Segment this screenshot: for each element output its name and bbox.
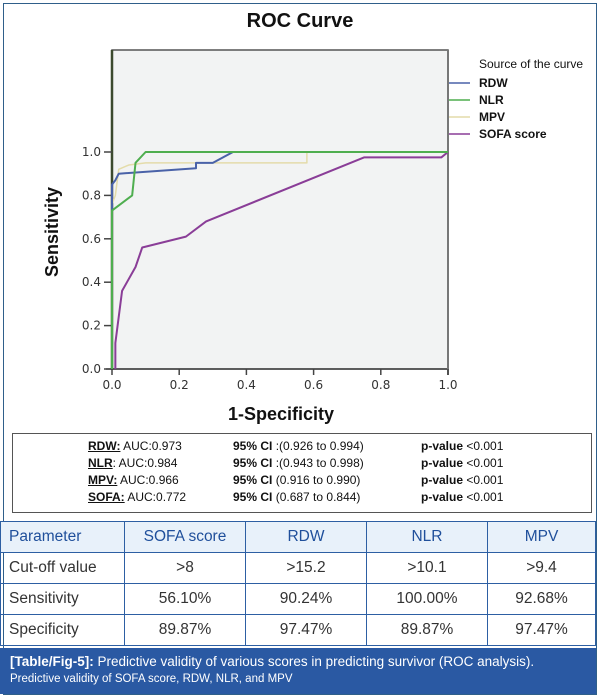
table-header: NLR	[366, 521, 488, 553]
table-cell: 89.87%	[124, 614, 246, 646]
table-header: SOFA score	[124, 521, 246, 553]
series-line-rdw	[111, 151, 448, 369]
stats-auc: : AUC:0.984	[112, 456, 178, 470]
y-ticks: 0.0 0.2 0.4 0.6 0.8 1.0	[82, 145, 112, 376]
stats-auc: AUC:0.973	[120, 439, 182, 453]
y-tick-label: 0.4	[82, 275, 101, 289]
table-header: MPV	[487, 521, 596, 553]
y-tick-label: 0.0	[82, 362, 101, 376]
stats-ci-label: 95% CI	[233, 439, 273, 453]
x-tick-label: 0.4	[237, 378, 256, 392]
stats-p: <0.001	[463, 490, 504, 504]
stats-param: NLR	[88, 456, 113, 470]
series-line-sofa-score	[114, 151, 449, 369]
table-cell: 97.47%	[245, 614, 367, 646]
stats-ci: (0.916 to 0.990)	[272, 473, 361, 487]
table-cell: 89.87%	[366, 614, 488, 646]
chart-title: ROC Curve	[247, 10, 354, 32]
stats-param: SOFA:	[88, 490, 125, 504]
series-line-nlr	[111, 151, 448, 369]
stats-ci: :(0.943 to 0.998)	[272, 456, 364, 470]
table-row: Specificity 89.87% 97.47% 89.87% 97.47%	[0, 614, 596, 646]
stats-p-label: p-value	[421, 456, 464, 470]
stats-auc: AUC:0.772	[124, 490, 187, 504]
caption-text: Predictive validity of various scores in…	[93, 654, 535, 669]
y-tick-label: 0.2	[82, 319, 101, 333]
stats-param: RDW:	[88, 439, 121, 453]
stats-ci-label: 95% CI	[233, 473, 273, 487]
table-cell: 56.10%	[124, 583, 246, 615]
table-row: Sensitivity 56.10% 90.24% 100.00% 92.68%	[0, 583, 596, 615]
table-cell: 100.00%	[366, 583, 488, 615]
legend-label: SOFA score	[479, 127, 547, 141]
x-tick-label: 1.0	[438, 378, 457, 392]
plot-area	[111, 49, 449, 370]
x-tick-label: 0.6	[304, 378, 323, 392]
y-axis-label: Sensitivity	[42, 187, 62, 277]
y-tick-label: 0.8	[82, 188, 101, 202]
table-cell: Cut-off value	[0, 552, 125, 584]
stats-param: MPV:	[88, 473, 118, 487]
legend-title: Source of the curve	[479, 57, 583, 71]
table-cell: >15.2	[245, 552, 367, 584]
table-header-row: Parameter SOFA score RDW NLR MPV	[0, 521, 596, 553]
stats-p-label: p-value	[421, 490, 464, 504]
stats-ci-label: 95% CI	[233, 490, 273, 504]
stats-p: <0.001	[463, 456, 504, 470]
legend-label: NLR	[479, 93, 504, 107]
series-line-mpv	[111, 151, 448, 369]
figure-caption: [Table/Fig-5]: Predictive validity of va…	[0, 648, 596, 694]
metrics-table: Parameter SOFA score RDW NLR MPV Cut-off…	[0, 521, 596, 646]
table-header: RDW	[245, 521, 367, 553]
stats-p: <0.001	[463, 439, 504, 453]
legend-label: RDW	[479, 76, 508, 90]
auc-stats-box: RDW: AUC:0.973 95% CI :(0.926 to 0.994) …	[12, 433, 592, 513]
table-cell: >9.4	[487, 552, 596, 584]
table-cell: >8	[124, 552, 246, 584]
table-cell: >10.1	[366, 552, 488, 584]
table-cell: 90.24%	[245, 583, 367, 615]
y-tick-label: 0.6	[82, 232, 101, 246]
stats-auc: AUC:0.966	[117, 473, 179, 487]
x-tick-label: 0.2	[170, 378, 189, 392]
stats-p-label: p-value	[421, 439, 464, 453]
legend: RDW NLR MPV SOFA score	[449, 76, 547, 141]
stats-p: <0.001	[463, 473, 504, 487]
table-cell: 97.47%	[487, 614, 596, 646]
x-tick-label: 0.8	[371, 378, 390, 392]
stats-p-label: p-value	[421, 473, 464, 487]
x-axis-label: 1-Specificity	[228, 404, 334, 424]
table-cell: Specificity	[0, 614, 125, 646]
table-row: Cut-off value >8 >15.2 >10.1 >9.4	[0, 552, 596, 584]
roc-chart: ROC Curve 0.0 0.2 0.4 0.6 0.8 1.0 0.00.20.40.…	[42, 10, 583, 424]
caption-line-1: [Table/Fig-5]: Predictive validity of va…	[10, 653, 586, 671]
x-tick-label: 0.0	[102, 378, 121, 392]
table-cell: 92.68%	[487, 583, 596, 615]
y-tick-label: 1.0	[82, 145, 101, 159]
stats-ci-label: 95% CI	[233, 456, 273, 470]
table-header: Parameter	[0, 521, 125, 553]
legend-label: MPV	[479, 110, 505, 124]
caption-label: [Table/Fig-5]:	[10, 654, 94, 669]
table-cell: Sensitivity	[0, 583, 125, 615]
stats-ci: (0.687 to 0.844)	[272, 490, 361, 504]
stats-ci: :(0.926 to 0.994)	[272, 439, 364, 453]
series-lines	[111, 151, 449, 369]
caption-line-2: Predictive validity of SOFA score, RDW, …	[10, 673, 293, 685]
x-ticks: 0.0 0.2 0.4 0.6 0.8 1.0	[102, 369, 458, 392]
